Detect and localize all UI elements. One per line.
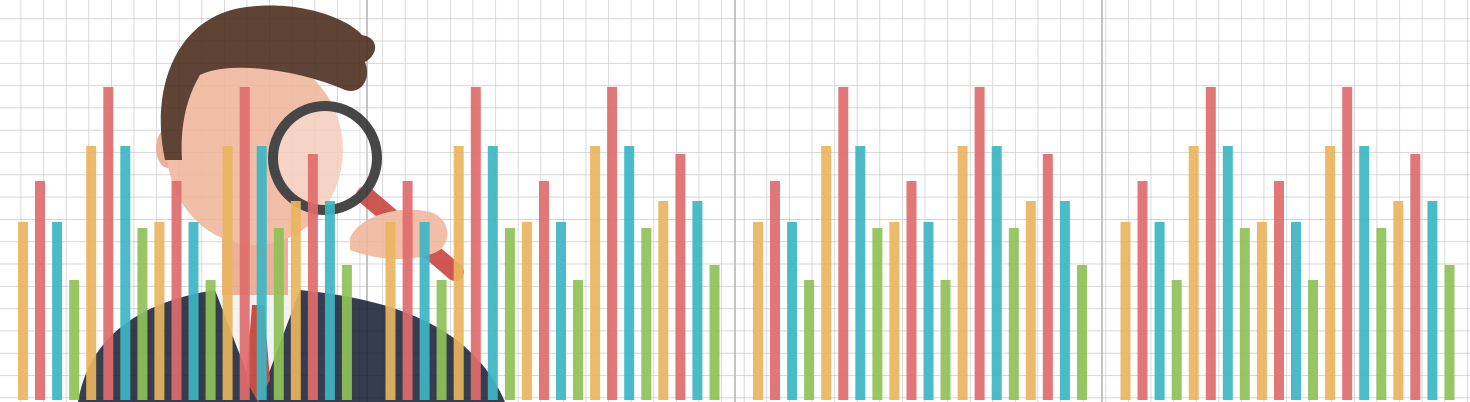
decorative-bar — [1342, 87, 1353, 400]
decorative-bar — [838, 87, 849, 400]
decorative-bar — [770, 181, 780, 400]
decorative-bar — [821, 146, 832, 400]
decorative-bar — [1239, 228, 1250, 400]
decorative-bar — [855, 146, 866, 400]
decorative-bar — [521, 222, 532, 400]
decorative-bar — [86, 146, 97, 400]
decorative-bar — [1325, 146, 1336, 400]
decorative-bar — [641, 228, 652, 400]
decorative-bar — [624, 146, 635, 400]
decorative-bar — [573, 280, 583, 400]
decorative-bar — [1137, 181, 1148, 400]
decorative-bar — [1188, 146, 1199, 400]
decorative-bar — [1171, 280, 1182, 400]
decorative-bars — [18, 87, 1455, 400]
decorative-bar — [872, 228, 883, 400]
decorative-bar — [1359, 146, 1370, 400]
decorative-bar — [709, 265, 720, 400]
decorative-bar — [35, 181, 45, 400]
decorative-bar — [1059, 201, 1070, 400]
decorative-bar — [324, 201, 335, 400]
decorative-bar — [504, 228, 515, 400]
decorative-bar — [222, 146, 233, 400]
decorative-bar — [419, 222, 430, 400]
decorative-bar — [273, 228, 284, 400]
decorative-bar — [1444, 265, 1455, 400]
decorative-bar — [307, 154, 318, 400]
decorative-bar — [607, 87, 618, 400]
decorative-bar — [385, 222, 396, 400]
decorative-bar — [1308, 280, 1318, 400]
decorative-bar — [1120, 222, 1131, 400]
decorative-bar — [1222, 146, 1233, 400]
decorative-bar — [787, 222, 798, 400]
decorative-bar — [1376, 228, 1387, 400]
decorative-bar — [804, 280, 815, 400]
decorative-bar — [487, 146, 498, 400]
decorative-bar — [692, 201, 703, 400]
decorative-bar — [453, 146, 464, 400]
decorative-bar — [1077, 265, 1087, 400]
decorative-bar — [658, 201, 669, 400]
decorative-bar — [256, 146, 267, 400]
decorative-bar — [1154, 222, 1165, 400]
decorative-bar — [1291, 222, 1301, 400]
decorative-bar — [18, 222, 28, 400]
decorative-bar — [290, 201, 301, 400]
decorative-bar — [556, 222, 566, 400]
decorative-bar — [1274, 181, 1284, 400]
decorative-bar — [590, 146, 601, 400]
decorative-bar — [1427, 201, 1438, 400]
decorative-bar — [137, 228, 148, 400]
decorative-bar — [974, 87, 985, 400]
decorative-bar — [753, 222, 763, 400]
decorative-bar — [675, 154, 686, 400]
decorative-bar — [188, 222, 199, 400]
decorative-bar — [341, 265, 352, 400]
decorative-bar — [957, 146, 968, 400]
decorative-bar — [539, 181, 549, 400]
decorative-bar — [52, 222, 63, 400]
decorative-bar — [239, 87, 250, 400]
decorative-bar — [1025, 201, 1036, 400]
decorative-bar — [470, 87, 481, 400]
decorative-bar — [940, 280, 951, 400]
decorative-bar — [436, 280, 447, 400]
decorative-bar — [402, 181, 413, 400]
decorative-bar — [1008, 228, 1019, 400]
decorative-bar — [1410, 154, 1421, 400]
decorative-bar — [889, 222, 900, 400]
decorative-bar — [69, 280, 80, 400]
decorative-bar — [1256, 222, 1267, 400]
decorative-bar — [171, 181, 182, 400]
decorative-bar — [154, 222, 165, 400]
decorative-bar — [1205, 87, 1216, 400]
decorative-bar — [120, 146, 131, 400]
decorative-bar — [205, 280, 216, 400]
decorative-bar — [923, 222, 934, 400]
decorative-bar — [991, 146, 1002, 400]
decorative-bar — [1042, 154, 1053, 400]
decorative-bar — [1393, 201, 1404, 400]
hair — [160, 5, 376, 160]
decorative-bar — [906, 181, 917, 400]
magnifier-lens — [268, 101, 382, 215]
decorative-bar — [103, 87, 114, 400]
